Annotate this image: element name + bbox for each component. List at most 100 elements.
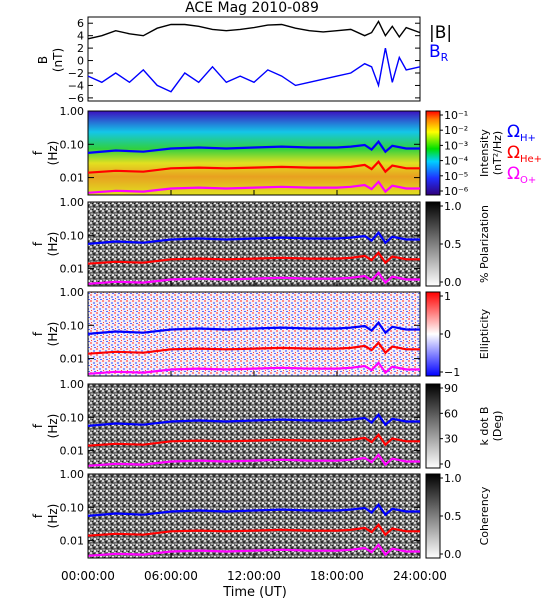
freq-ylabel-unit: (Hz) bbox=[46, 322, 60, 347]
y-tick-label: 0.01 bbox=[60, 445, 85, 458]
b-field-ylabel: B bbox=[36, 56, 50, 64]
gyro-legend-symbol: Ω bbox=[507, 164, 520, 184]
colorbar-tick-label: 1.0 bbox=[444, 200, 462, 213]
colorbar-tick-label: 0.0 bbox=[444, 276, 462, 289]
b-field-plot-frame bbox=[87, 16, 421, 102]
colorbar-unit: (Deg) bbox=[491, 411, 504, 442]
colorbar-tick-label: 0.0 bbox=[444, 548, 462, 561]
colorbar-tick-label: 1.0 bbox=[444, 472, 462, 485]
colorbar-tick-label: −1 bbox=[444, 366, 460, 379]
x-axis-label: Time (UT) bbox=[222, 585, 287, 600]
colorbar-unit: (nT²/Hz) bbox=[491, 131, 504, 175]
colorbar-label: Intensity bbox=[478, 129, 491, 177]
gyro-line-o-plus bbox=[87, 543, 420, 557]
gyro-legend-symbol: Ω bbox=[507, 122, 520, 142]
freq-ylabel-f: f bbox=[31, 331, 45, 336]
colorbar-label: Ellipticity bbox=[478, 308, 491, 359]
gyro-line-he-plus bbox=[87, 159, 420, 174]
colorbar-tick-label: 10⁻⁶ bbox=[444, 185, 469, 198]
heatmap-image bbox=[87, 291, 421, 377]
heatmap-image bbox=[87, 473, 421, 559]
ellipticity-panel: 1.00 0.10 0.01 f (Hz) 1 0 −1 Ellipticity bbox=[31, 286, 491, 379]
freq-ylabel-unit: (Hz) bbox=[46, 504, 60, 529]
y-tick-label: 0.01 bbox=[60, 535, 85, 548]
gyro-legend-symbol: Ω bbox=[507, 143, 520, 163]
x-tick-label: 06:00:00 bbox=[144, 569, 198, 583]
freq-ylabel-f: f bbox=[31, 241, 45, 246]
x-tick-label: 12:00:00 bbox=[227, 569, 281, 583]
gyro-line-h-plus bbox=[87, 412, 420, 427]
y-tick-label: 0.10 bbox=[60, 319, 85, 332]
gyro-legend-item: ΩH+ bbox=[507, 122, 536, 144]
gyro-legend: ΩH+ΩHe+ΩO+ bbox=[507, 122, 542, 186]
gyro-line-h-plus bbox=[87, 502, 420, 517]
gyro-line-o-plus bbox=[87, 453, 420, 467]
gyro-line-o-plus bbox=[87, 361, 420, 375]
x-tick-label: 18:00:00 bbox=[310, 569, 364, 583]
gyro-line-he-plus bbox=[87, 522, 420, 537]
gyro-legend-item: ΩHe+ bbox=[507, 143, 542, 165]
colorbar-tick-label: 1 bbox=[444, 290, 451, 303]
y-tick-label: −2 bbox=[68, 67, 84, 80]
gyro-line-h-plus bbox=[87, 230, 420, 245]
kdotb-panel: 1.00 0.10 0.01 f (Hz) 90 60 30 0 k dot B (Deg) bbox=[31, 378, 504, 471]
colorbar bbox=[425, 201, 441, 287]
colorbar-tick-label: 10⁻³ bbox=[444, 139, 468, 152]
legend-b-radial-sub: R bbox=[441, 51, 449, 64]
y-tick-label: 0 bbox=[77, 55, 84, 68]
colorbar-tick-label: 10⁻¹ bbox=[444, 109, 468, 122]
colorbar-tick-label: 10⁻² bbox=[444, 124, 468, 137]
freq-ylabel-unit: (Hz) bbox=[46, 232, 60, 257]
colorbar-tick-label: 0 bbox=[444, 458, 451, 471]
colorbar-tick-label: 60 bbox=[444, 407, 458, 420]
heatmap-image bbox=[87, 110, 421, 196]
gyro-legend-item: ΩO+ bbox=[507, 164, 536, 186]
y-tick-label: 0.10 bbox=[60, 501, 85, 514]
y-tick-label: 1.00 bbox=[60, 196, 85, 209]
colorbar-tick-label: 10⁻⁴ bbox=[444, 155, 469, 168]
colorbar bbox=[425, 291, 441, 377]
colorbar bbox=[425, 383, 441, 469]
y-tick-label: 6 bbox=[77, 17, 84, 30]
y-tick-label: 1.00 bbox=[60, 468, 85, 481]
intensity-panel: 1.00 0.10 0.01 f (Hz) 10⁻¹ 10⁻² 10⁻³ 10⁻⁴ 10⁻⁵ 10⁻… bbox=[31, 105, 504, 198]
colorbar bbox=[425, 110, 441, 196]
gyro-line-he-plus bbox=[87, 432, 420, 447]
colorbar bbox=[425, 473, 441, 559]
freq-ylabel-f: f bbox=[31, 423, 45, 428]
gyro-legend-sub: He+ bbox=[520, 154, 542, 165]
y-tick-label: 1.00 bbox=[60, 286, 85, 299]
colorbar-tick-label: 0.5 bbox=[444, 238, 462, 251]
heatmap-image bbox=[87, 383, 421, 469]
colorbar-label: k dot B bbox=[478, 407, 491, 446]
freq-ylabel-f: f bbox=[31, 513, 45, 518]
gyro-line-o-plus bbox=[87, 180, 420, 194]
b-field-yunit: (nT) bbox=[51, 48, 65, 72]
colorbar-label: Coherency bbox=[478, 486, 491, 545]
y-tick-label: 1.00 bbox=[60, 378, 85, 391]
x-tick-label: 24:00:00 bbox=[393, 569, 447, 583]
polarization-panel: 1.00 0.10 0.01 f (Hz) 1.0 0.5 0.0 % Polarization bbox=[31, 196, 491, 289]
colorbar-tick-label: 0.5 bbox=[444, 510, 462, 523]
y-tick-label: 0.10 bbox=[60, 138, 85, 151]
chart-title: ACE Mag 2010-089 bbox=[185, 0, 319, 16]
gyro-line-h-plus bbox=[87, 139, 420, 154]
y-tick-label: −4 bbox=[68, 79, 84, 92]
y-tick-label: 0.10 bbox=[60, 411, 85, 424]
gyro-line-o-plus bbox=[87, 271, 420, 285]
colorbar-label: % Polarization bbox=[478, 205, 491, 283]
b-field-lines bbox=[87, 19, 421, 93]
coherency-panel: 1.00 0.10 0.01 f (Hz) 1.0 0.5 0.0 Coherency bbox=[31, 468, 491, 561]
x-tick-label: 00:00:00 bbox=[61, 569, 115, 583]
y-tick-label: 0.01 bbox=[60, 172, 85, 185]
legend-b-radial: BR bbox=[429, 42, 449, 64]
gyro-line-he-plus bbox=[87, 340, 420, 355]
y-tick-label: −6 bbox=[68, 92, 84, 105]
series-line-b-total bbox=[87, 19, 421, 40]
colorbar-tick-label: 10⁻⁵ bbox=[444, 170, 468, 183]
y-tick-label: 0.10 bbox=[60, 229, 85, 242]
gyro-legend-sub: O+ bbox=[520, 175, 536, 186]
